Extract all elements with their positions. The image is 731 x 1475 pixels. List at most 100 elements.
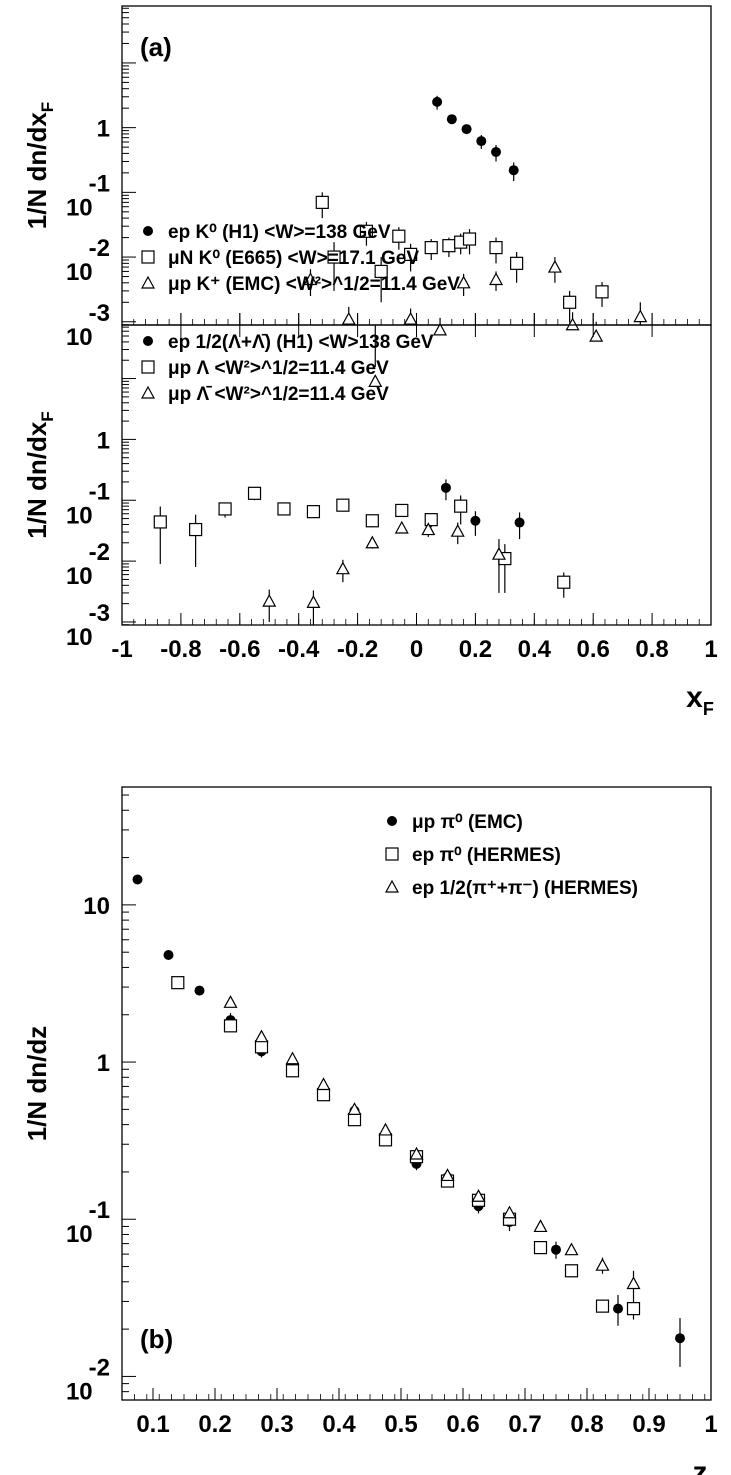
- data-point: [403, 311, 418, 325]
- data-point: [432, 96, 443, 107]
- data-point: [277, 502, 291, 516]
- plot-frame: [121, 786, 712, 1401]
- panel-label: (a): [140, 32, 172, 62]
- data-point: [374, 264, 388, 279]
- data-point: [508, 165, 519, 176]
- data-point: [254, 1040, 269, 1054]
- x-tick-label: 1: [704, 1411, 717, 1438]
- data-point: [510, 256, 524, 270]
- x-tick-label: 0.3: [260, 1411, 293, 1438]
- y-tick-label: 10-1: [66, 170, 110, 221]
- data-point: [547, 259, 562, 273]
- legend-marker: [384, 879, 400, 893]
- legend: ep K⁰ (H1) <W>=138 GeV μN K⁰ (E665) <W>=1…: [140, 222, 460, 295]
- y-tick-label: 10-2: [66, 539, 110, 590]
- x-tick-label: 0.4: [518, 636, 552, 663]
- x-tick-label: 0.7: [508, 1411, 541, 1438]
- data-point: [285, 1051, 300, 1065]
- legend-marker: [143, 336, 153, 346]
- data-point: [626, 1276, 641, 1290]
- chart-panel-3: 10 1 10-1 10-2 0.1 0.2 0.3 0.4 0.5 0.6 0.7 0.8 0.9 1 1…: [22, 786, 718, 1475]
- data-point: [440, 482, 451, 493]
- x-tick-label: 0.6: [577, 636, 610, 663]
- data-point: [557, 575, 571, 589]
- x-tick-label: 0: [410, 636, 423, 663]
- legend-marker: [141, 250, 155, 264]
- legend-marker: [141, 360, 155, 374]
- panel-label: (b): [140, 1324, 173, 1354]
- data-point: [303, 272, 318, 286]
- x-tick-label: 0.5: [384, 1411, 417, 1438]
- data-point: [365, 514, 379, 528]
- legend-entry: ep 1/2(π⁺+π⁻) (HERMES): [412, 878, 638, 899]
- y-tick-label: 10-1: [66, 1197, 110, 1248]
- legend-entry: ep 1/2(Λ+Λ̄) (H1) <W>138 GeV: [168, 332, 434, 353]
- data-point: [489, 241, 503, 255]
- data-point: [153, 515, 167, 529]
- x-tick-label: 0.8: [570, 1411, 603, 1438]
- y-tick-label: 1: [97, 1050, 110, 1077]
- data-point: [394, 520, 409, 534]
- data-point: [456, 275, 471, 289]
- data-point: [450, 523, 465, 537]
- series-1: [432, 95, 519, 181]
- data-point: [347, 1113, 362, 1127]
- data-point: [595, 1257, 610, 1271]
- legend-entry: ep K⁰ (H1) <W>=138 GeV: [168, 222, 391, 243]
- data-point: [285, 1064, 300, 1078]
- data-point: [551, 1244, 561, 1255]
- series-3: [223, 995, 641, 1300]
- data-point: [409, 1146, 424, 1160]
- data-point: [424, 513, 438, 527]
- x-tick-label: -0.6: [219, 636, 260, 663]
- data-point: [675, 1333, 685, 1344]
- y-tick-label: 10: [83, 893, 110, 920]
- chart-panel-1: 1 10-1 10-2 10-3 1/N dn/dxF (a) ep K⁰ (H1) <W>…: [22, 5, 712, 387]
- data-point: [378, 1122, 393, 1136]
- series-3: [262, 520, 506, 625]
- data-point: [347, 1102, 362, 1115]
- y-tick-label: 10-1: [66, 478, 110, 529]
- y-tick-label: 10-2: [66, 1354, 110, 1405]
- data-point: [163, 949, 174, 960]
- x-tick-label: 0.9: [632, 1411, 665, 1438]
- data-point: [306, 505, 321, 519]
- legend-marker: [140, 385, 156, 399]
- data-point: [171, 976, 185, 990]
- series-1: [440, 479, 525, 540]
- data-point: [491, 546, 506, 560]
- data-point: [424, 241, 438, 255]
- data-point: [470, 515, 481, 526]
- legend-entry: μp Λ <W²>^1/2=11.4 GeV: [168, 358, 389, 379]
- x-tick-label: 0.2: [198, 1411, 231, 1438]
- legend-marker: [143, 226, 153, 236]
- y-tick-label: 10-3: [66, 300, 110, 351]
- data-point: [446, 114, 457, 125]
- data-point: [462, 232, 477, 246]
- data-point: [442, 239, 456, 253]
- y-axis-label: 1/N dn/dz: [22, 1026, 52, 1142]
- x-tick-label: -0.4: [278, 636, 320, 663]
- data-point: [189, 522, 203, 537]
- data-point: [306, 595, 321, 608]
- data-point: [489, 272, 504, 286]
- y-tick-label: 1: [97, 116, 110, 143]
- data-point: [533, 1219, 548, 1233]
- data-point: [563, 295, 577, 309]
- data-point: [626, 1302, 641, 1316]
- legend-entry: ep π⁰ (HERMES): [412, 845, 561, 866]
- data-point: [223, 1019, 238, 1033]
- data-point: [132, 874, 143, 885]
- data-point: [218, 502, 232, 516]
- data-point: [595, 285, 609, 299]
- data-point: [395, 503, 409, 518]
- x-tick-label: 0.4: [322, 1411, 356, 1438]
- data-point: [359, 224, 374, 238]
- legend-marker: [385, 847, 399, 861]
- data-point: [368, 374, 383, 387]
- x-tick-label: 0.8: [635, 636, 668, 663]
- y-tick-label: 1: [97, 427, 110, 454]
- data-point: [404, 247, 418, 261]
- data-point: [365, 535, 380, 549]
- legend-entry: μp K⁺ (EMC) <W²>^1/2=11.4 GeV: [168, 274, 460, 295]
